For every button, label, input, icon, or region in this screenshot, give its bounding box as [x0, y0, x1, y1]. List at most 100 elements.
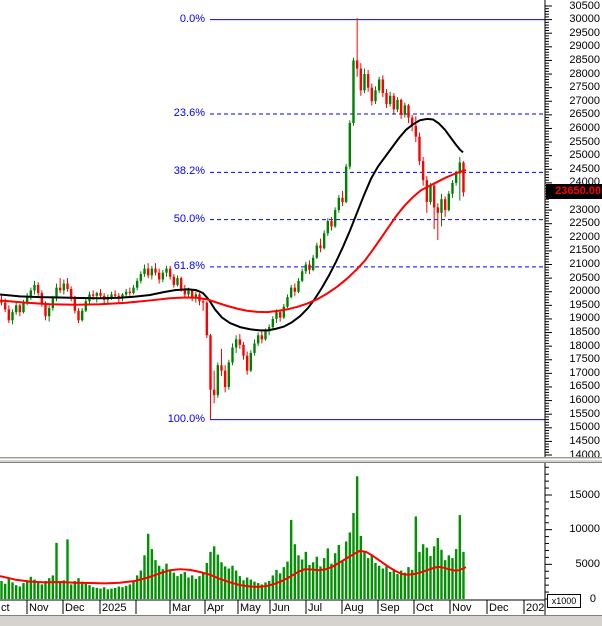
- volume-bar: [95, 587, 99, 599]
- volume-bar: [18, 586, 22, 599]
- candle-body: [29, 290, 33, 296]
- volume-bar: [128, 584, 132, 599]
- volume-moving-average: [0, 549, 467, 588]
- volume-bar: [330, 563, 333, 599]
- candle-body: [344, 166, 348, 202]
- candle-body: [139, 274, 143, 281]
- volume-bar: [264, 582, 267, 599]
- candle-body: [77, 310, 80, 321]
- candle-body: [264, 331, 267, 340]
- volume-bar: [322, 558, 326, 599]
- bottom-status-strip: [0, 615, 602, 626]
- volume-bar: [440, 549, 443, 599]
- candle-body: [55, 287, 58, 299]
- moving-average-black: [0, 117, 464, 332]
- volume-bar: [3, 583, 7, 599]
- candle-body: [179, 278, 183, 290]
- volume-bar: [425, 547, 429, 599]
- volume-bar: [113, 587, 117, 599]
- volume-bar: [187, 577, 190, 599]
- candle-body: [69, 289, 73, 299]
- volume-bar: [418, 551, 421, 599]
- volume-bar: [260, 584, 264, 599]
- volume-bar: [157, 565, 161, 599]
- volume-bar: [304, 551, 308, 599]
- candle-body: [308, 264, 311, 270]
- volume-bar: [99, 588, 102, 599]
- candle-body: [374, 90, 377, 102]
- candle-body: [3, 302, 7, 310]
- volume-bar: [25, 580, 29, 599]
- candle-body: [311, 257, 315, 270]
- candle-body: [286, 297, 289, 307]
- volume-bar: [36, 582, 40, 599]
- candle-body: [194, 294, 198, 299]
- price-plot-area[interactable]: [0, 0, 545, 457]
- candle-body: [249, 352, 253, 371]
- candle-body: [7, 309, 11, 321]
- volume-bar: [154, 560, 157, 599]
- candle-body: [58, 287, 62, 291]
- candle-body: [223, 370, 227, 387]
- candle-body: [352, 60, 355, 124]
- volume-bar: [102, 587, 106, 599]
- candle-body: [418, 136, 421, 162]
- candle-body: [172, 276, 176, 285]
- candle-body: [91, 294, 95, 296]
- volume-bar: [205, 562, 209, 599]
- candle-body: [462, 162, 465, 193]
- candle-body: [370, 87, 374, 102]
- candle-body: [216, 365, 220, 396]
- volume-bar: [392, 569, 396, 599]
- volume-bar: [407, 567, 410, 599]
- volume-bar: [212, 546, 216, 599]
- candle-body: [359, 68, 363, 91]
- volume-bar: [377, 565, 381, 599]
- candle-body: [110, 294, 113, 298]
- volume-bar: [69, 584, 73, 599]
- candle-body: [44, 303, 47, 317]
- volume-bar: [201, 573, 205, 599]
- panel-splitter[interactable]: [0, 457, 602, 463]
- candle-body: [190, 290, 194, 299]
- candle-body: [183, 289, 187, 295]
- volume-bar: [429, 556, 432, 599]
- candle-body: [256, 335, 260, 344]
- volume-bar: [84, 583, 88, 599]
- candle-body: [33, 284, 36, 291]
- candle-body: [392, 95, 396, 110]
- volume-bar: [117, 586, 121, 599]
- candle-body: [245, 355, 249, 371]
- volume-bar: [29, 576, 33, 599]
- volume-bar: [139, 570, 143, 599]
- candle-body: [366, 74, 370, 88]
- volume-bar: [62, 580, 66, 599]
- volume-bar: [124, 585, 128, 599]
- volume-bar: [271, 575, 275, 599]
- volume-bar: [121, 587, 124, 599]
- candle-body: [436, 207, 440, 213]
- volume-bar: [11, 582, 14, 599]
- volume-bar: [7, 577, 11, 599]
- candle-body: [363, 74, 366, 91]
- volume-bar: [458, 515, 462, 599]
- volume-zero-label: 0: [589, 593, 596, 605]
- candle-body: [399, 99, 403, 115]
- candle-body: [253, 343, 256, 353]
- volume-bar: [40, 584, 44, 599]
- candle-body: [209, 335, 212, 390]
- volume-bar: [337, 544, 341, 599]
- volume-bar: [348, 532, 352, 599]
- candle-body: [143, 268, 146, 275]
- volume-bar: [47, 578, 51, 599]
- candle-body: [275, 312, 278, 319]
- panel-splitter-highlight: [0, 459, 602, 460]
- volume-bar: [135, 575, 139, 599]
- candle-body: [385, 93, 388, 104]
- candle-body: [220, 365, 223, 371]
- volume-bar: [388, 571, 392, 599]
- candle-body: [201, 301, 205, 303]
- volume-bar: [278, 573, 282, 599]
